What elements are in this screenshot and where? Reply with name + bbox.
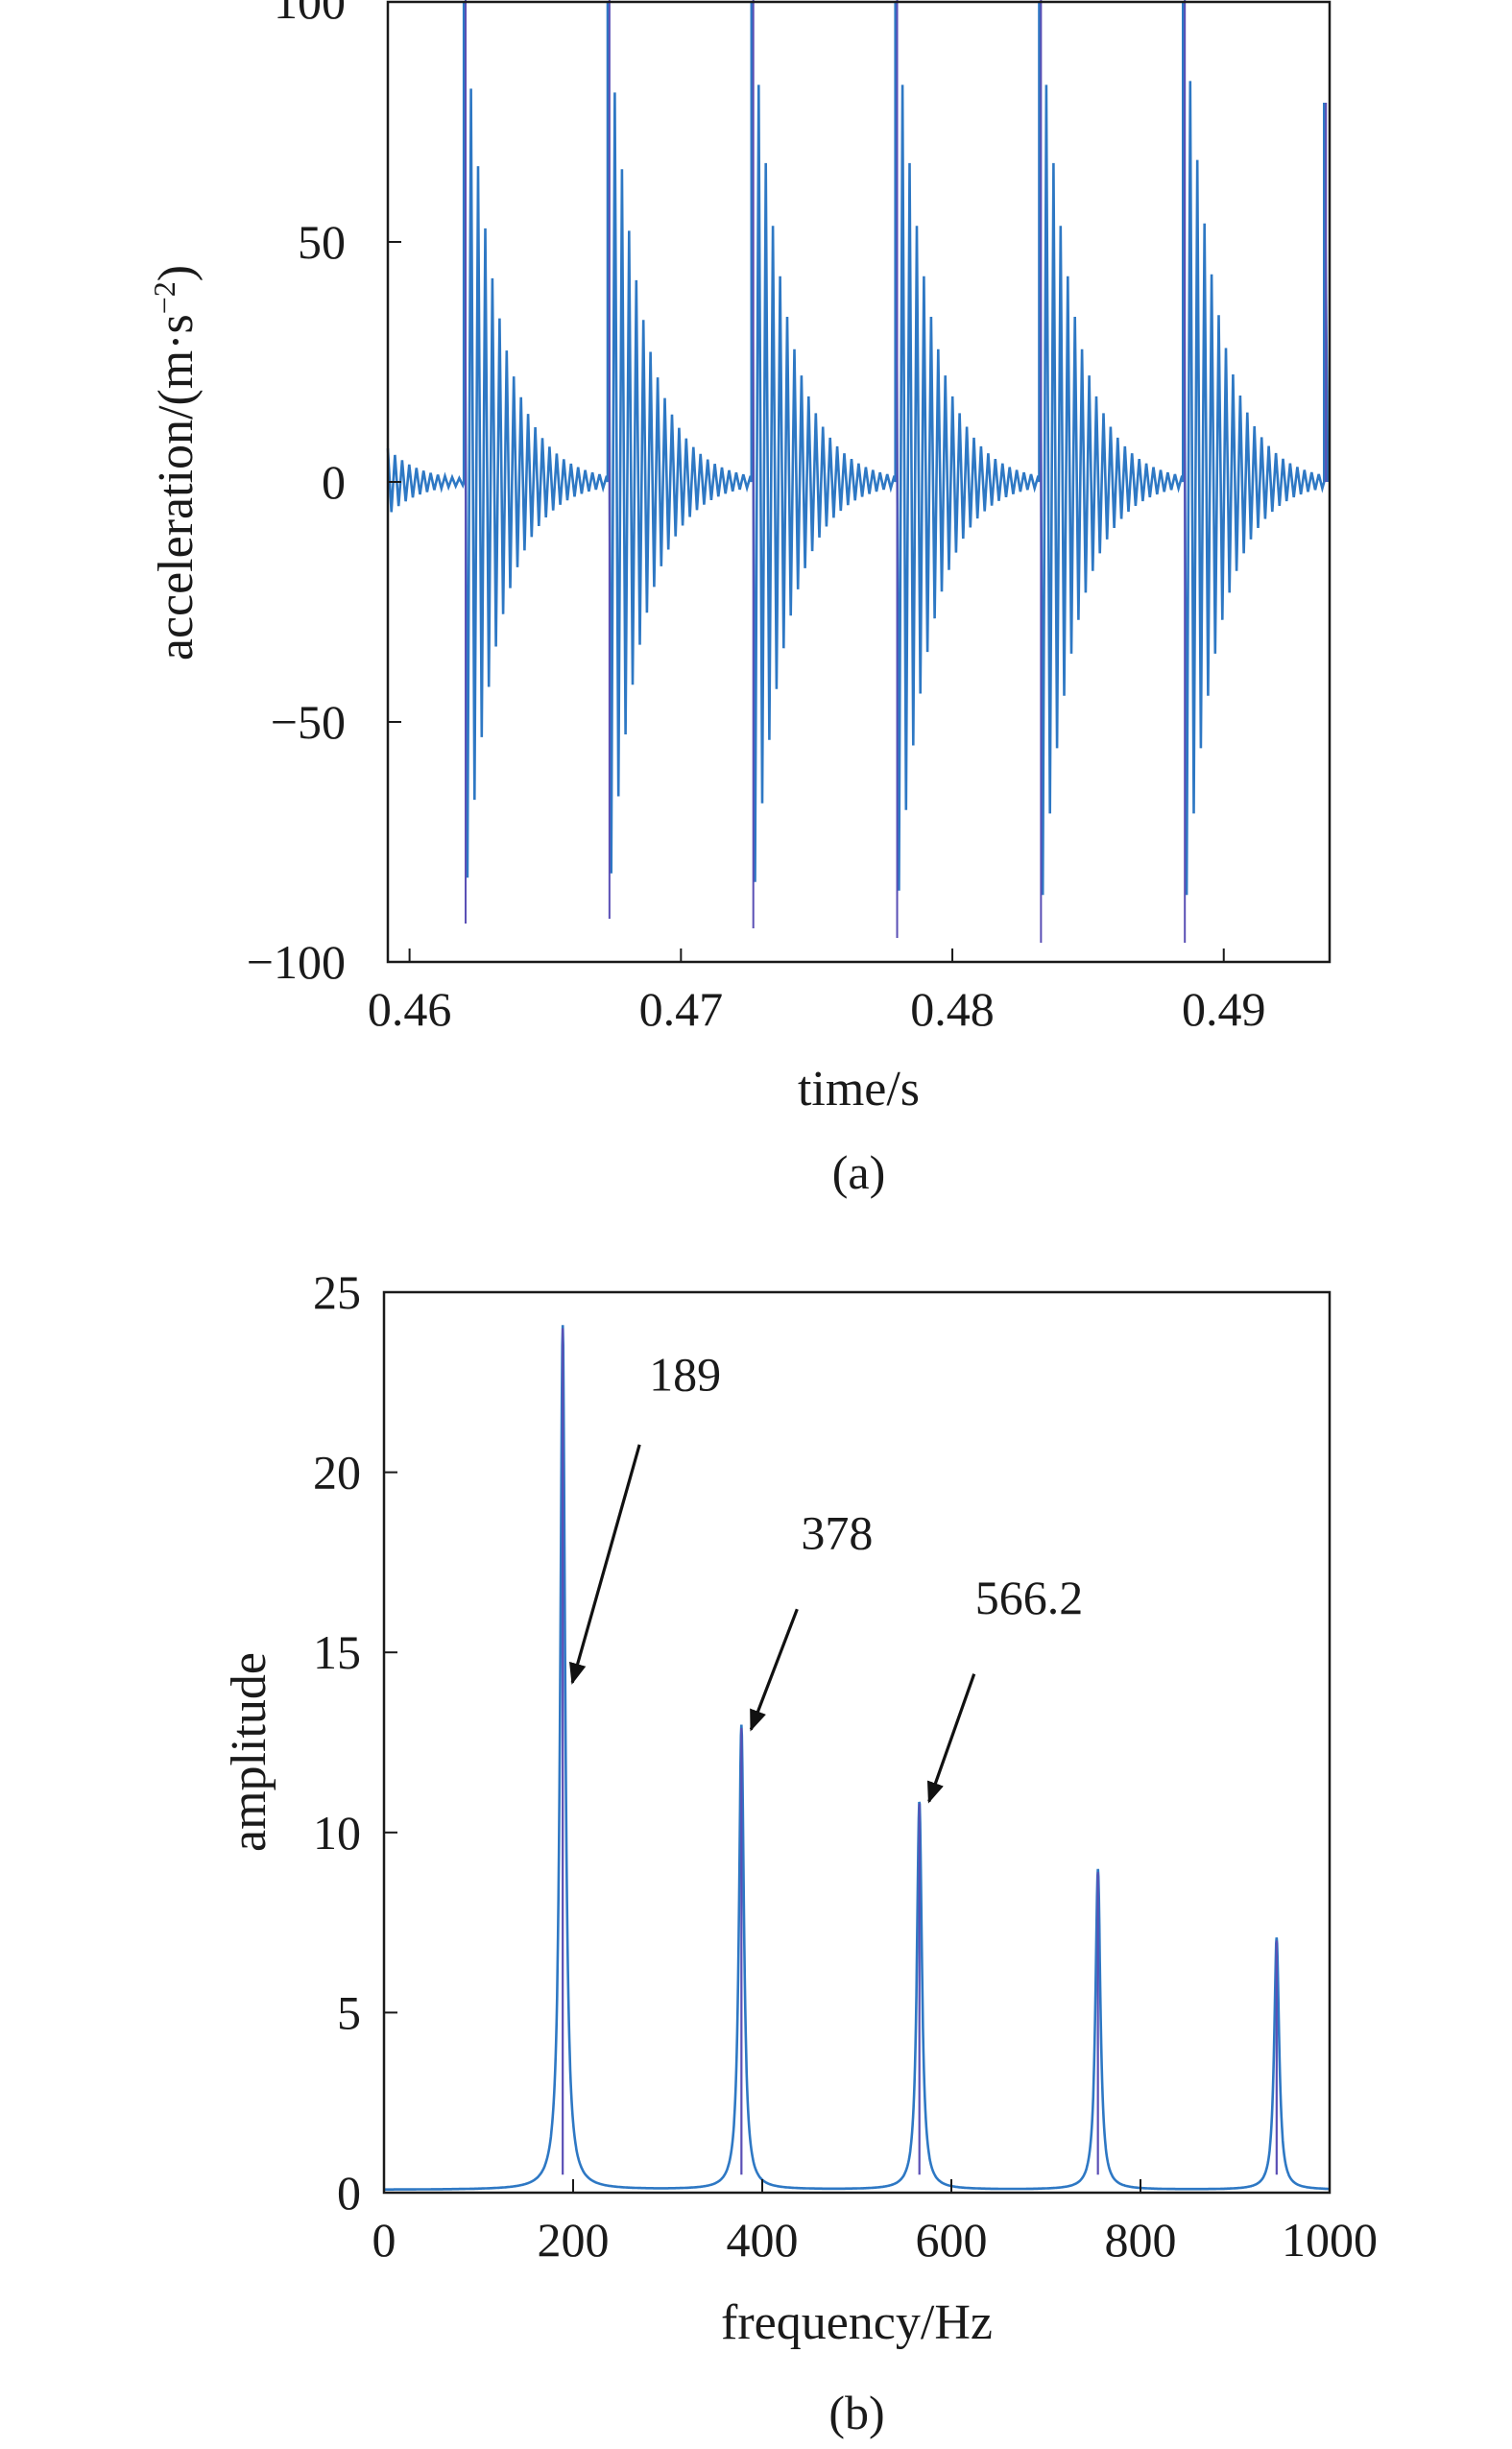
x-axis-ticks: 0.46 0.47 0.48 0.49 [368,948,1266,1036]
y-tick-label: 0 [337,2166,361,2220]
y-tick-label: 20 [313,1446,361,1500]
y-axis-label-close: ) [149,265,204,281]
spectrum-path [384,1325,1330,2191]
y-tick-label: 25 [313,1265,361,1319]
peak-annotations: 189 378 566.2 [569,1348,1084,1804]
annotation-arrow [569,1444,641,1685]
y-tick-label: 5 [337,1985,361,2039]
x-tick-label: 1000 [1282,2213,1378,2267]
x-axis-label: frequency/Hz [721,2295,993,2350]
y-tick-label: 15 [313,1625,361,1679]
frequency-spectrum-chart: 0 200 400 600 800 1000 0 5 10 15 20 25 189 378 566.2… [222,1265,1378,2439]
y-axis-ticks: −100 −50 0 50 100 [247,0,401,989]
x-tick-label: 400 [727,2213,799,2267]
x-tick-label: 0.47 [639,982,724,1036]
annotation-label: 566.2 [975,1571,1084,1624]
annotation-arrow [749,1608,799,1732]
y-tick-label: 0 [322,455,346,509]
x-tick-label: 600 [916,2213,988,2267]
x-tick-label: 800 [1105,2213,1177,2267]
annotation-label: 378 [801,1506,873,1560]
y-axis-label: acceleration/(m·s−2) [147,265,204,660]
panel-caption-b: (b) [828,2386,884,2439]
x-tick-label: 0.46 [368,982,452,1036]
y-tick-label: −100 [247,935,346,989]
y-axis-ticks: 0 5 10 15 20 25 [313,1265,397,2220]
signal-path [386,1,1330,896]
y-tick-label: 50 [298,215,346,269]
x-tick-label: 0 [372,2213,396,2267]
x-tick-label: 0.49 [1182,982,1266,1036]
x-tick-label: 0.48 [910,982,995,1036]
time-signal-chart: 0.46 0.47 0.48 0.49 −100 −50 0 50 100 time/s ac… [147,0,1332,1199]
annotation-label: 189 [649,1348,721,1402]
annotation-arrow [926,1673,976,1804]
x-axis-label: time/s [798,1062,920,1116]
plot-frame [382,1290,1332,2195]
y-axis-label-main: acceleration/(m·s [149,314,204,660]
acceleration-signal-line [386,0,1330,943]
y-axis-label-exponent: −2 [147,281,181,314]
y-tick-label: −50 [271,695,346,749]
panel-caption-a: (a) [832,1145,886,1199]
y-tick-label: 10 [313,1806,361,1860]
amplitude-spectrum-line [384,1325,1330,2191]
y-tick-label: 100 [274,0,346,29]
x-axis-ticks: 0 200 400 600 800 1000 [372,2179,1378,2267]
x-tick-label: 200 [538,2213,610,2267]
y-axis-label: amplitude [222,1652,276,1852]
